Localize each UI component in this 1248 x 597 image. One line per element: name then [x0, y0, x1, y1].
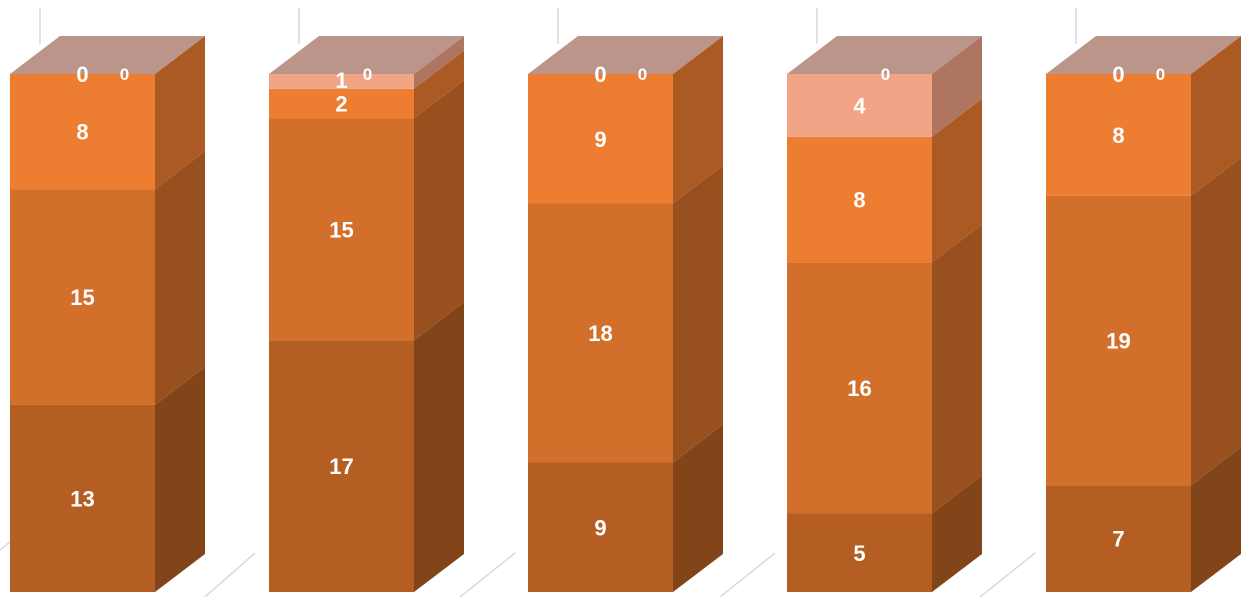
bar-segment-front	[269, 74, 414, 89]
gridline-floor	[459, 552, 516, 597]
bar-segment-front	[787, 136, 932, 263]
data-label: 17	[329, 454, 353, 479]
data-label: 16	[847, 376, 871, 401]
data-label: 0	[594, 62, 606, 87]
bar-segment-side	[673, 36, 723, 204]
bar-segment-side	[1191, 36, 1241, 196]
data-label: 5	[853, 541, 865, 566]
bar-segment-front	[1046, 195, 1191, 486]
data-label: 0	[1112, 62, 1124, 87]
bar-segment-side	[1191, 447, 1241, 592]
data-label: 9	[594, 127, 606, 152]
bar-segment-front	[787, 74, 932, 137]
bar-segment-side	[414, 80, 464, 341]
bar-top-face	[10, 36, 205, 74]
data-label: 8	[1112, 123, 1124, 148]
bar-segment-front	[269, 118, 414, 341]
data-label: 13	[70, 486, 94, 511]
data-label: 2	[335, 92, 347, 117]
bar-segment-front	[269, 340, 414, 592]
data-label: 0	[881, 65, 890, 84]
bars	[10, 36, 1241, 592]
gridline-floor	[719, 552, 776, 597]
data-label: 4	[853, 93, 866, 118]
bar-segment-side	[414, 50, 464, 119]
data-label: 19	[1106, 329, 1130, 354]
bar-segment-side	[932, 98, 982, 263]
bar-segment-front	[528, 462, 673, 592]
bar-segment-front	[10, 404, 155, 592]
bar-segment-side	[673, 165, 723, 463]
bar-segment-side	[932, 224, 982, 514]
data-label: 15	[70, 285, 94, 310]
data-label: 9	[594, 515, 606, 540]
bar-top-face	[269, 36, 464, 74]
bar-top-face	[787, 36, 982, 74]
bar-segment-front	[528, 74, 673, 204]
bar-segment-front	[1046, 485, 1191, 592]
gridlines	[0, 8, 1077, 597]
bar-segment-side	[155, 366, 205, 592]
bar-segment-side	[1191, 157, 1241, 486]
bar-segment-side	[414, 36, 464, 89]
bar-segment-side	[155, 36, 205, 190]
bar-top-face	[528, 36, 723, 74]
data-label: 8	[853, 188, 865, 213]
bar-top-face	[1046, 36, 1241, 74]
bar-segment-side	[414, 302, 464, 592]
data-label: 7	[1112, 527, 1124, 552]
bar-segment-front	[1046, 74, 1191, 196]
data-label: 8	[76, 120, 88, 145]
gridline-floor	[204, 552, 256, 597]
bar-segment-front	[10, 189, 155, 405]
data-label: 15	[329, 217, 353, 242]
bar-segment-front	[787, 513, 932, 592]
data-label: 0	[76, 62, 88, 87]
data-label: 0	[120, 65, 129, 84]
data-label: 0	[363, 65, 372, 84]
bar-segment-side	[932, 36, 982, 137]
bar-segment-front	[269, 88, 414, 119]
data-label: 0	[638, 65, 647, 84]
data-label: 1	[335, 68, 347, 93]
gridline-floor	[979, 552, 1036, 597]
data-label: 18	[588, 321, 612, 346]
data-label: 0	[1156, 65, 1165, 84]
bar-segment-front	[787, 262, 932, 514]
bar-segment-front	[528, 203, 673, 463]
bar-segment-front	[10, 74, 155, 190]
bar-segment-side	[932, 475, 982, 592]
bar-segment-side	[155, 151, 205, 405]
bar-segment-side	[673, 424, 723, 592]
